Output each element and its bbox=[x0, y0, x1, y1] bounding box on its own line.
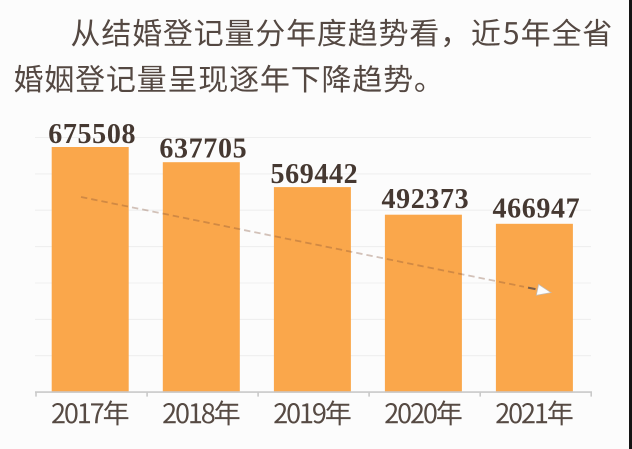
svg-text:466947: 466947 bbox=[492, 194, 580, 225]
svg-text:637705: 637705 bbox=[159, 134, 247, 165]
svg-text:569442: 569442 bbox=[270, 159, 358, 190]
svg-text:675508: 675508 bbox=[48, 119, 136, 150]
svg-text:492373: 492373 bbox=[381, 184, 469, 215]
